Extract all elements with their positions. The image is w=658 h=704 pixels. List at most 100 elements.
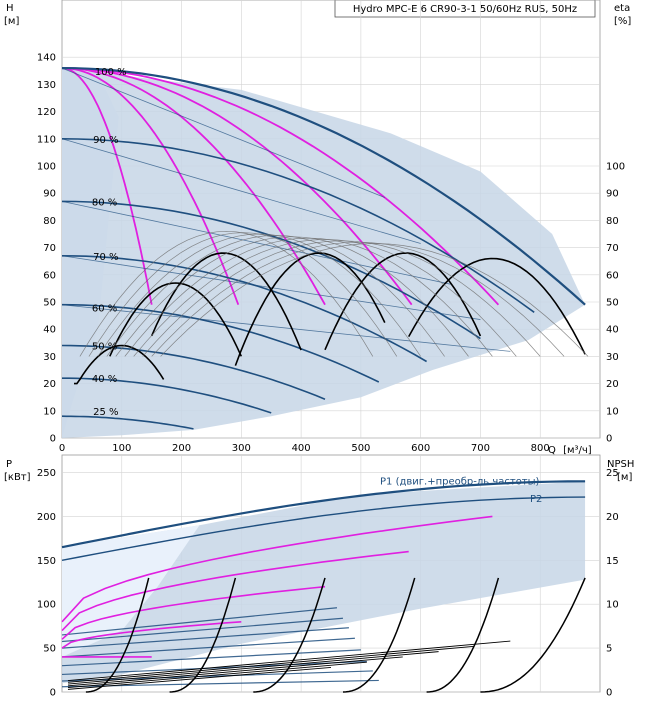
speed-reference-line [61, 67, 385, 198]
efficiency-curve [109, 282, 243, 357]
top-left-tick-label: 10 [43, 406, 56, 417]
bottom-right-axis-label: NPSH [607, 459, 634, 470]
bottom-left-tick-label: 250 [37, 468, 56, 479]
bottom-right-axis-unit: [м] [617, 472, 632, 483]
top-left-tick-label: 60 [43, 270, 56, 281]
power-curve [61, 607, 338, 636]
head-curve-full-speed [61, 67, 413, 306]
top-right-tick-label: 40 [606, 325, 619, 336]
top-left-tick-label: 30 [43, 352, 56, 363]
top-right-tick-label: 30 [606, 352, 619, 363]
bottom-left-axis-label: P [6, 459, 12, 470]
efficiency-family-curve [97, 233, 421, 357]
x-tick-label: 500 [351, 443, 370, 454]
npsh-baseline-curve [67, 645, 475, 683]
bottom-panel: 0 50 100 150 200 250 0 5 10 15 20 25 P1 (двиг.+преоб… [37, 454, 619, 699]
npsh-curve [169, 577, 237, 693]
part-speed-head-curve [61, 255, 428, 363]
top-left-tick-label: 130 [37, 80, 56, 91]
efficiency-curve [234, 252, 386, 366]
speed-label: 90 % [93, 135, 118, 146]
npsh-curve [85, 577, 150, 693]
bottom-left-tick-label: 100 [37, 600, 56, 611]
top-right-tick-label: 50 [606, 298, 619, 309]
top-right-tick-label: 0 [606, 434, 612, 445]
speed-reference-line [61, 255, 481, 320]
power-curve-magenta [61, 621, 242, 649]
top-left-axis-label: H [6, 3, 14, 14]
head-curve-full-speed [61, 67, 326, 306]
power-curve [61, 649, 361, 667]
x-axis-name: Q [548, 445, 556, 456]
x-axis-label: Q [м³/ч] [548, 445, 592, 456]
power-low-flow-region [62, 525, 200, 657]
efficiency-family-curve [151, 241, 565, 357]
power-curve [61, 670, 373, 682]
bottom-right-tick-label: 25 [606, 468, 619, 479]
bottom-left-tick-label: 0 [50, 688, 56, 699]
speed-reference-line [61, 138, 421, 244]
top-left-tick-label: 20 [43, 379, 56, 390]
power-curve-magenta [61, 585, 326, 640]
part-speed-head-curve [62, 377, 272, 414]
npsh-baseline-curve [67, 640, 511, 682]
npsh-baseline-curve [67, 661, 367, 689]
top-panel: 0 100 200 300 400 500 600 700 800010203040506070… [37, 0, 625, 454]
x-tick-label: 0 [59, 443, 65, 454]
efficiency-family-curve [115, 236, 469, 357]
top-left-tick-label: 90 [43, 189, 56, 200]
top-right-tick-label: 60 [606, 270, 619, 281]
speed-label: 100 % [95, 67, 127, 78]
chart-title: Hydro MPC-E 6 CR90-3-1 50/60Hz RUS, 50Hz [353, 4, 577, 15]
head-curve-full-speed [61, 67, 153, 305]
npsh-curve [426, 577, 500, 693]
x-tick-label: 200 [172, 443, 191, 454]
top-left-tick-label: 40 [43, 325, 56, 336]
speed-label: 25 % [93, 407, 118, 418]
p1-series-line [61, 480, 586, 549]
efficiency-curve [408, 257, 586, 355]
top-right-tick-label: 70 [606, 243, 619, 254]
top-left-tick-label: 0 [50, 434, 56, 445]
bottom-right-tick-label: 5 [606, 644, 612, 655]
speed-label: 80 % [92, 197, 117, 208]
part-speed-head-curve [61, 344, 326, 400]
top-left-tick-label: 80 [43, 216, 56, 227]
top-left-tick-label: 140 [37, 53, 56, 64]
efficiency-family-curve [160, 243, 589, 357]
bottom-right-tick-label: 0 [606, 688, 612, 699]
x-axis-unit: [м³/ч] [563, 445, 592, 456]
top-right-tick-label: 100 [606, 162, 625, 173]
efficiency-family-curve [124, 237, 493, 357]
efficiency-curve [324, 252, 482, 351]
top-right-tick-label: 90 [606, 189, 619, 200]
part-speed-head-curve [61, 415, 194, 430]
bottom-right-tick-label: 15 [606, 556, 619, 567]
power-curve-magenta [61, 550, 409, 632]
speed-label: 60 % [92, 303, 117, 314]
top-right-tick-label: 20 [606, 379, 619, 390]
bottom-left-tick-label: 150 [37, 556, 56, 567]
power-curve-magenta [61, 515, 493, 623]
bottom-left-tick-label: 200 [37, 512, 56, 523]
power-curve [61, 627, 349, 649]
top-left-tick-label: 120 [37, 107, 56, 118]
npsh-curve [342, 577, 416, 693]
top-left-tick-label: 70 [43, 243, 56, 254]
speed-label: 70 % [93, 252, 118, 263]
top-left-tick-label: 100 [37, 162, 56, 173]
npsh-baseline-curve [67, 666, 332, 690]
p2-series-label: P2 [530, 494, 542, 505]
efficiency-family-curve [106, 235, 445, 357]
bottom-left-tick-label: 50 [43, 644, 56, 655]
x-tick-label: 400 [292, 443, 311, 454]
speed-label: 40 % [92, 374, 117, 385]
power-curve [61, 637, 355, 658]
npsh-baseline-curve [67, 651, 439, 685]
x-tick-label: 600 [411, 443, 430, 454]
npsh-curve [480, 577, 586, 693]
x-tick-label: 800 [531, 443, 550, 454]
efficiency-family-curve [142, 240, 541, 357]
